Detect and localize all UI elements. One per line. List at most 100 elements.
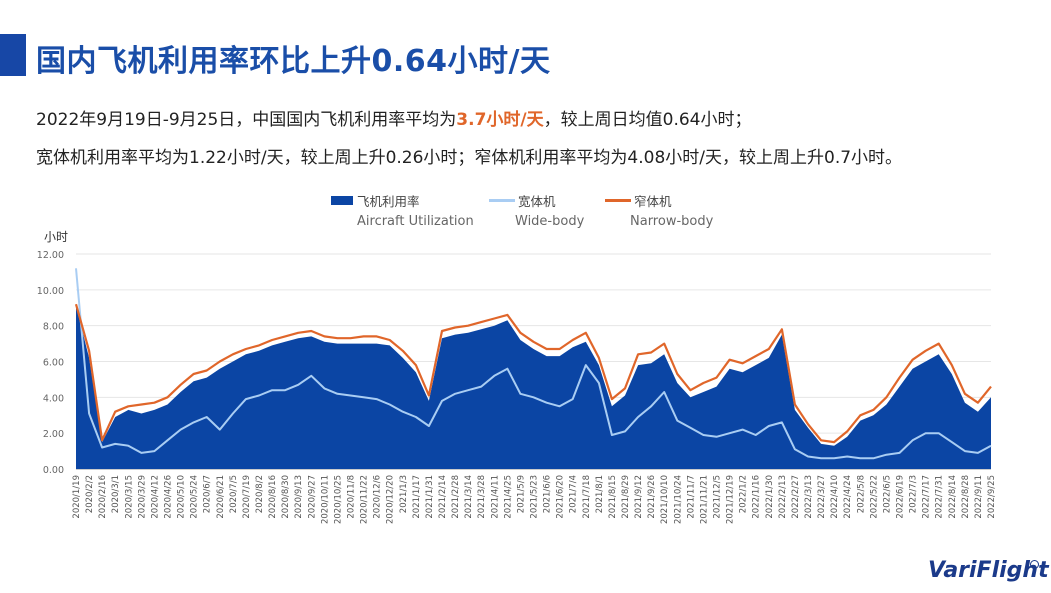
- legend-swatch-wide: [489, 199, 515, 202]
- legend-swatch-narrow: [605, 199, 631, 202]
- x-tick-label: 2021/10/10: [660, 475, 670, 524]
- x-tick-label: 2022/5/8: [856, 475, 866, 513]
- page-title: 国内飞机利用率环比上升0.64小时/天: [36, 44, 551, 79]
- x-tick-label: 2021/8/29: [621, 475, 631, 519]
- x-tick-label: 2020/12/20: [386, 475, 396, 524]
- x-tick-label: 2022/6/5: [882, 475, 892, 513]
- x-tick-label: 2022/7/31: [935, 475, 945, 519]
- x-tick-label: 2020/7/19: [242, 475, 252, 519]
- x-tick-label: 2021/11/21: [699, 475, 709, 524]
- x-tick-label: 2021/9/12: [634, 475, 644, 519]
- series-line-narrow-body: [74, 303, 992, 444]
- x-tick-label: 2021/9/26: [647, 475, 657, 519]
- summary-line-1-post: ，较上周日均值0.64小时；: [543, 110, 752, 130]
- summary-highlight-value: 3.7小时/天: [456, 110, 544, 130]
- x-tick-label: 2022/1/16: [752, 475, 762, 519]
- x-tick-label: 2022/4/24: [843, 475, 853, 519]
- legend-narrow-en: Narrow-body: [630, 214, 714, 229]
- x-tick-label: 2020/6/21: [216, 475, 226, 519]
- series-area-aircraft-utilization: [76, 306, 991, 469]
- x-tick-label: 2020/12/6: [373, 475, 383, 519]
- legend-wide-cn: 宽体机: [518, 194, 556, 209]
- x-tick-label: 2021/5/9: [516, 475, 526, 513]
- x-tick-label: 2021/3/28: [477, 475, 487, 519]
- x-tick-label: 2021/12/5: [713, 475, 723, 519]
- x-tick-label: 2020/8/30: [281, 475, 291, 519]
- x-tick-label: 2021/8/15: [608, 475, 618, 519]
- x-tick-label: 2021/1/31: [425, 475, 435, 519]
- x-tick-label: 2020/2/16: [98, 475, 108, 519]
- series-line-wide-body: [75, 268, 992, 460]
- x-tick-label: 2022/1/2: [739, 475, 749, 513]
- x-tick-label: 2020/5/10: [177, 475, 187, 519]
- x-tick-label: 2020/3/1: [111, 475, 121, 513]
- x-tick-label: 2020/4/26: [164, 475, 174, 519]
- summary-line-2: 宽体机利用率平均为1.22小时/天，较上周上升0.26小时；窄体机利用率平均为4…: [36, 148, 903, 168]
- x-tick-label: 2022/8/28: [961, 475, 971, 519]
- x-tick-label: 2022/1/30: [765, 475, 775, 519]
- x-tick-label: 2020/4/12: [150, 475, 160, 519]
- summary-line-1-pre: 2022年9月19日-9月25日，中国国内飞机利用率平均为: [36, 110, 457, 130]
- x-tick-label: 2022/9/25: [987, 475, 997, 519]
- x-tick-label: 2021/3/14: [464, 475, 474, 519]
- x-tick-label: 2020/10/25: [333, 475, 343, 524]
- x-tick-label: 2022/6/19: [896, 475, 906, 519]
- x-tick-label: 2020/8/16: [268, 475, 278, 519]
- legend-aircraft-cn: 飞机利用率: [357, 194, 420, 209]
- legend-wide-en: Wide-body: [515, 214, 585, 229]
- x-tick-label: 2020/6/7: [203, 475, 213, 513]
- x-tick-label: 2021/12/19: [726, 475, 736, 524]
- summary-line-1: 2022年9月19日-9月25日，中国国内飞机利用率平均为3.7小时/天，较上周…: [36, 105, 751, 130]
- x-tick-label: 2020/9/13: [294, 475, 304, 519]
- y-tick-label: 4.00: [43, 393, 64, 404]
- y-tick-label: 2.00: [43, 429, 64, 440]
- x-tick-label: 2021/5/23: [530, 475, 540, 519]
- x-tick-label: 2021/2/28: [451, 475, 461, 519]
- y-tick-label: 6.00: [43, 358, 64, 369]
- x-tick-label: 2022/8/14: [948, 475, 958, 519]
- variflight-logo: VariFlight: [928, 558, 1049, 583]
- x-tick-label: 2020/11/8: [347, 475, 357, 519]
- y-tick-label: 10.00: [37, 286, 64, 297]
- x-tick-label: 2020/3/29: [137, 475, 147, 519]
- x-tick-label: 2022/4/10: [830, 475, 840, 519]
- x-tick-label: 2020/5/24: [190, 475, 200, 519]
- x-tick-label: 2021/8/1: [595, 475, 605, 513]
- x-tick-label: 2021/11/7: [686, 475, 696, 519]
- legend-narrow-cn: 窄体机: [634, 194, 672, 209]
- x-tick-label: 2021/4/25: [503, 475, 513, 519]
- x-tick-label: 2022/7/17: [922, 475, 932, 519]
- x-tick-label: 2021/4/11: [490, 475, 500, 519]
- x-tick-label: 2021/7/4: [569, 475, 579, 513]
- x-tick-label: 2020/1/19: [72, 475, 82, 519]
- x-tick-label: 2021/6/20: [556, 475, 566, 519]
- y-tick-label: 12.00: [37, 250, 64, 261]
- x-tick-label: 2022/5/22: [869, 475, 879, 519]
- x-tick-label: 2022/9/11: [974, 475, 984, 519]
- x-tick-label: 2021/1/3: [399, 475, 409, 513]
- x-tick-label: 2021/7/18: [582, 475, 592, 519]
- x-tick-label: 2022/7/3: [909, 475, 919, 513]
- x-tick-label: 2021/1/17: [412, 475, 422, 519]
- x-tick-label: 2021/10/24: [673, 475, 683, 524]
- y-axis-unit-label: 小时: [44, 230, 69, 244]
- legend-aircraft-en: Aircraft Utilization: [357, 214, 474, 229]
- x-tick-label: 2020/8/2: [255, 475, 265, 513]
- x-tick-label: 2022/3/13: [804, 475, 814, 519]
- x-tick-label: 2020/2/2: [85, 475, 95, 513]
- y-tick-label: 8.00: [43, 322, 64, 333]
- x-tick-label: 2021/2/14: [438, 475, 448, 519]
- y-tick-label: 0.00: [43, 465, 64, 476]
- x-tick-label: 2022/3/27: [817, 475, 827, 519]
- x-tick-label: 2020/11/22: [360, 475, 370, 524]
- title-accent-bar: [0, 34, 26, 76]
- legend-swatch-aircraft: [331, 196, 353, 205]
- x-tick-label: 2022/2/27: [791, 475, 801, 519]
- x-tick-label: 2022/2/13: [778, 475, 788, 519]
- x-tick-label: 2020/9/27: [307, 475, 317, 519]
- x-tick-label: 2020/7/5: [229, 475, 239, 513]
- x-tick-label: 2020/10/11: [320, 475, 330, 524]
- x-tick-label: 2020/3/15: [124, 475, 134, 519]
- x-tick-label: 2021/6/6: [543, 475, 553, 513]
